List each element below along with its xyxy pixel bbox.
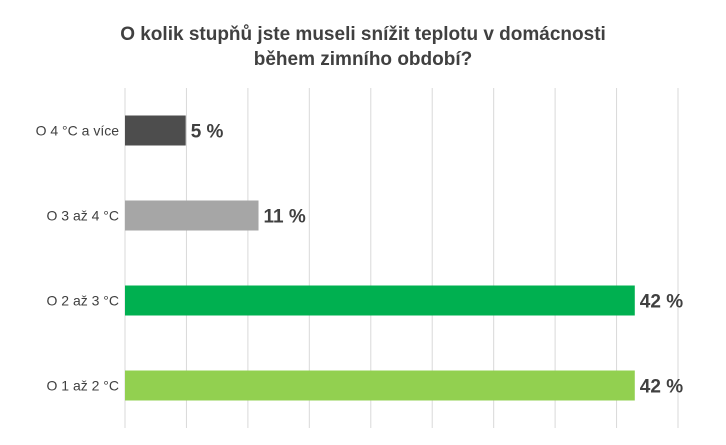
- data-label: 5 %: [191, 122, 224, 143]
- bar: [125, 200, 259, 231]
- category-label: O 1 až 2 °C: [46, 378, 119, 394]
- chart-title-line2: během zimního období?: [253, 49, 473, 70]
- category-label: O 3 až 4 °C: [46, 208, 119, 224]
- chart-title-line1: O kolik stupňů jste museli snížit teplot…: [120, 24, 606, 45]
- bar: [125, 115, 186, 146]
- data-label: 42 %: [640, 292, 683, 313]
- chart-title: O kolik stupňů jste museli snížit teplot…: [0, 22, 726, 72]
- bar: [125, 285, 635, 316]
- data-label: 42 %: [640, 377, 683, 398]
- category-label: O 4 °C a více: [36, 123, 120, 139]
- data-label: 11 %: [264, 207, 306, 228]
- bar: [125, 370, 635, 401]
- category-label: O 2 až 3 °C: [46, 293, 119, 309]
